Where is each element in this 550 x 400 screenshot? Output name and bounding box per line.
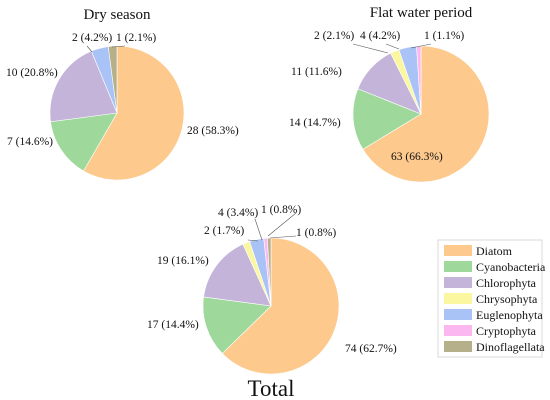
leader-line-total-cryptophyta [267, 212, 297, 237]
legend-swatch-euglenophyta [444, 309, 472, 320]
pie-charts-group: 28 (58.3%) 7 (14.6%) 10 (20.8%) 2 (4.2%) 1 (… [6, 30, 490, 375]
slice-dry-season-dinoflagellata [107, 45, 118, 114]
legend-swatch-cyanobacteria [444, 261, 472, 272]
slice-flat-water-period-diatom [362, 45, 490, 183]
legend-label-chrysophyta: Chrysophyta [476, 292, 538, 306]
data-label-flat-water-period-cryptophyta: 1 (1.1%) [424, 30, 464, 42]
leader-line-flat-water-period-cryptophyta [410, 43, 432, 49]
legend-swatch-chrysophyta [444, 293, 472, 304]
legend-label-cryptophyta: Cryptophyta [476, 324, 537, 338]
leader-line-dry-season-euglenophyta [86, 45, 93, 53]
leader-line-total-dinoflagellata [269, 235, 297, 239]
pie-title-total: Total [248, 376, 295, 400]
data-label-flat-water-period-chrysophyta: 2 (2.1%) [314, 30, 354, 42]
slice-total-diatom [221, 237, 340, 375]
data-label-dry-season-dinoflagellata: 1 (2.1%) [116, 32, 156, 44]
pie-title-flat-water-period: Flat water period [370, 5, 473, 21]
data-label-total-chrysophyta: 2 (1.7%) [204, 225, 244, 237]
pie-title-dry-season: Dry season [83, 7, 151, 23]
data-label-total-chlorophyta: 19 (16.1%) [157, 255, 209, 267]
slice-total-chlorophyta [203, 243, 272, 307]
legend: Diatom Cyanobacteria Chlorophyta Chrysophyt… [437, 239, 546, 358]
data-label-total-diatom: 74 (62.7%) [345, 343, 397, 355]
slice-dry-season-cyanobacteria [50, 112, 118, 172]
slice-total-cyanobacteria [202, 296, 272, 354]
legend-swatch-cryptophyta [444, 325, 472, 336]
leader-line-flat-water-period-chrysophyta [352, 43, 389, 54]
data-label-dry-season-euglenophyta: 2 (4.2%) [72, 32, 112, 44]
data-label-total-dinoflagellata: 1 (0.8%) [296, 227, 336, 239]
slice-dry-season-chlorophyta [49, 50, 118, 123]
leader-line-total-chrysophyta [247, 239, 259, 242]
data-label-flat-water-period-diatom: 63 (66.3%) [391, 151, 443, 163]
data-label-dry-season-cyanobacteria: 7 (14.6%) [7, 136, 53, 148]
legend-label-diatom: Diatom [476, 244, 513, 258]
data-label-total-cryptophyta: 1 (0.8%) [261, 204, 301, 216]
pie-total: 74 (62.7%) 17 (14.4%) 19 (16.1%) 2 (1.7%) 4 … [147, 204, 397, 375]
legend-label-euglenophyta: Euglenophyta [476, 308, 543, 322]
legend-label-dinoflagellata: Dinoflagellata [476, 340, 545, 354]
legend-swatch-chlorophyta [444, 277, 472, 288]
pie-dry-season: 28 (58.3%) 7 (14.6%) 10 (20.8%) 2 (4.2%) 1 (… [6, 32, 239, 181]
legend-swatch-dinoflagellata [444, 341, 472, 352]
legend-swatch-diatom [444, 245, 472, 256]
leader-line-dry-season-dinoflagellata [111, 45, 126, 48]
data-label-flat-water-period-euglenophyta: 4 (4.2%) [360, 30, 400, 42]
pie-flat-water-period: 63 (66.3%) 14 (14.7%) 11 (11.6%) 2 (2.1%) 4 … [289, 30, 490, 183]
data-label-total-cyanobacteria: 17 (14.4%) [147, 319, 199, 331]
data-label-dry-season-chlorophyta: 10 (20.8%) [6, 67, 58, 79]
data-label-dry-season-diatom: 28 (58.3%) [187, 125, 239, 137]
legend-label-chlorophyta: Chlorophyta [476, 276, 537, 290]
data-label-total-euglenophyta: 4 (3.4%) [218, 207, 258, 219]
slice-dry-season-diatom [83, 45, 185, 181]
leader-line-flat-water-period-euglenophyta [385, 43, 400, 50]
data-label-flat-water-period-cyanobacteria: 14 (14.7%) [289, 117, 341, 129]
slice-flat-water-period-cyanobacteria [352, 88, 422, 150]
legend-label-cyanobacteria: Cyanobacteria [476, 260, 546, 274]
leader-line-total-euglenophyta [254, 218, 263, 241]
data-label-flat-water-period-chlorophyta: 11 (11.6%) [291, 66, 342, 78]
